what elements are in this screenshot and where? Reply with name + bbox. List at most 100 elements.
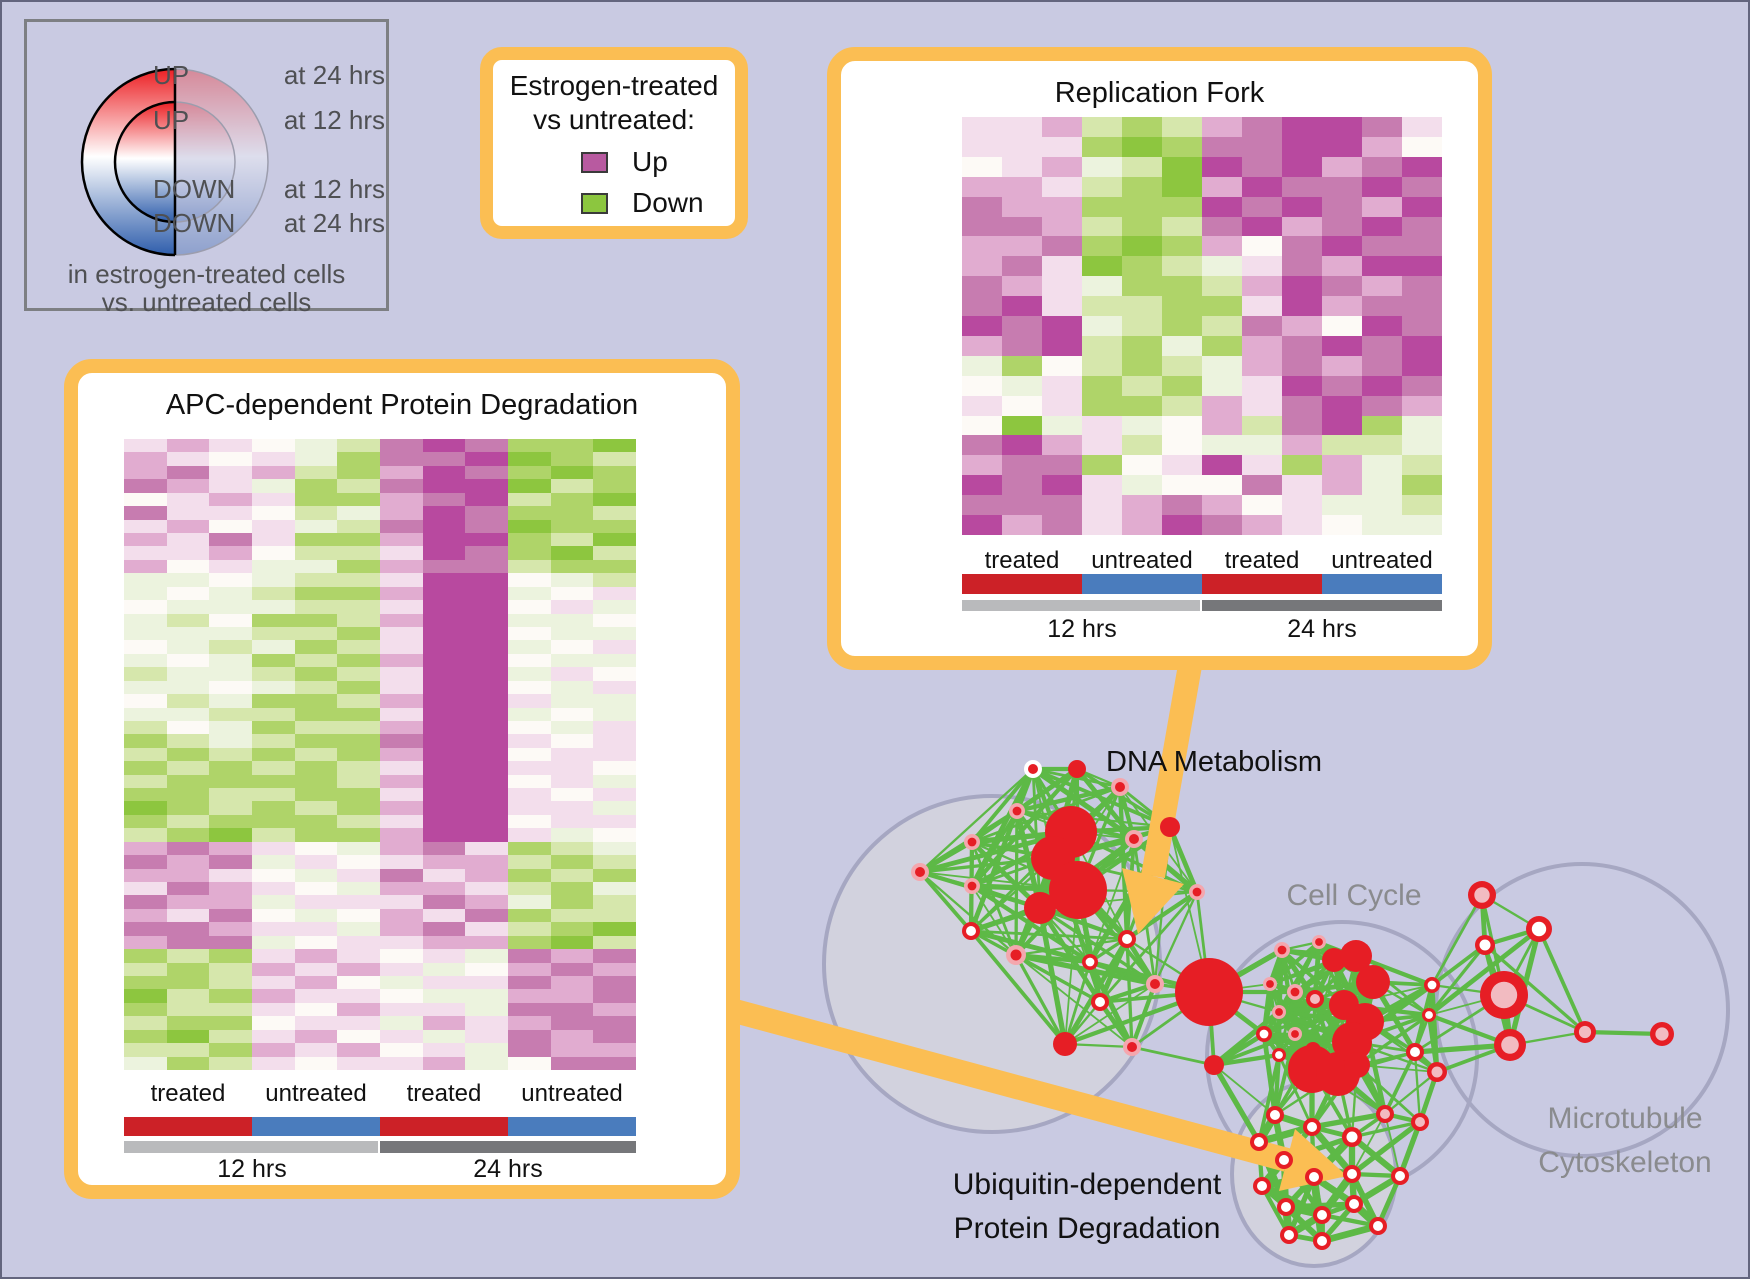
rf-time-bars bbox=[962, 600, 1442, 611]
dna-metabolism-label: DNA Metabolism bbox=[1106, 746, 1322, 778]
estrogen-legend-title-line2: vs untreated: bbox=[533, 104, 695, 135]
gene-node-core bbox=[1115, 782, 1125, 792]
network-edge bbox=[970, 928, 1091, 965]
gene-node-core bbox=[1578, 1025, 1592, 1039]
network-edge bbox=[1309, 1124, 1355, 1177]
apc-untreated-24-label: untreated bbox=[521, 1080, 623, 1107]
legend-up-24-label: UP bbox=[153, 60, 190, 90]
gene-node-core bbox=[1150, 979, 1160, 989]
network-edge bbox=[1285, 1201, 1355, 1210]
gene-node bbox=[1332, 1022, 1372, 1062]
network-edge bbox=[1213, 1052, 1280, 1068]
network-edge bbox=[918, 870, 973, 933]
gene-node-core bbox=[1290, 987, 1300, 997]
estrogen-legend-title-line1: Estrogen-treated bbox=[509, 70, 719, 101]
rf-24hrs-bar bbox=[1202, 600, 1442, 611]
gene-node-core bbox=[1410, 1047, 1420, 1057]
gene-node-core bbox=[1028, 764, 1038, 774]
estrogen-color-legend: Estrogen-treated vs untreated: Up Down bbox=[480, 47, 748, 239]
link-arrow-2 bbox=[716, 995, 1291, 1172]
network-edge bbox=[1383, 1051, 1417, 1115]
gene-node bbox=[1024, 892, 1056, 924]
gene-node bbox=[1340, 940, 1372, 972]
gene-node bbox=[1049, 861, 1107, 919]
gene-node-core bbox=[1474, 887, 1490, 903]
apc-untreated-12-label: untreated bbox=[265, 1080, 367, 1107]
gene-node bbox=[1175, 958, 1243, 1026]
legend-up-12-label: UP bbox=[153, 105, 190, 135]
apc-panel-title: APC-dependent Protein Degradation bbox=[165, 389, 639, 421]
replication-fork-panel: Replication Fork treated untreated treat… bbox=[827, 47, 1492, 670]
apc-treated-24-label: treated bbox=[406, 1080, 482, 1107]
gene-node-core bbox=[1275, 1051, 1283, 1059]
network-edge bbox=[1356, 1064, 1438, 1073]
network-edge bbox=[1117, 786, 1130, 940]
gene-node-core bbox=[1317, 1210, 1327, 1220]
gene-node-core bbox=[1254, 1137, 1264, 1147]
network-edge bbox=[1427, 927, 1541, 1017]
network-edge bbox=[1031, 766, 1136, 842]
network-edge bbox=[1153, 891, 1199, 985]
legend-at-24-label: at 24 hrs bbox=[283, 60, 385, 90]
network-edge bbox=[1351, 1113, 1386, 1175]
gene-node-core bbox=[1127, 1042, 1137, 1052]
gene-node-core bbox=[1373, 1221, 1383, 1231]
apc-24hrs-bar bbox=[380, 1141, 636, 1153]
network-edge bbox=[1015, 954, 1133, 1048]
rf-24hrs-label: 24 hrs bbox=[1287, 615, 1357, 643]
apc-untreated-bar-2 bbox=[508, 1117, 636, 1136]
network-edge bbox=[1384, 1071, 1438, 1115]
gene-node bbox=[1053, 1032, 1077, 1056]
gene-node-core bbox=[1012, 806, 1022, 816]
network-edge bbox=[1430, 943, 1487, 987]
timepoint-legend-box: UP at 24 hrs UP at 12 hrs DOWN at 12 hrs… bbox=[24, 19, 389, 317]
rf-treated-24-label: treated bbox=[1224, 547, 1300, 574]
network-edge bbox=[1375, 1175, 1403, 1227]
apc-degradation-panel: APC-dependent Protein Degradation treate… bbox=[64, 359, 740, 1199]
network-edge bbox=[1257, 1054, 1281, 1143]
gene-node-core bbox=[1281, 1202, 1291, 1212]
network-edge bbox=[1351, 1120, 1421, 1139]
concentric-circles-legend bbox=[80, 67, 269, 257]
legend-down-24-time: at 24 hrs bbox=[283, 208, 385, 238]
rf-treated-bar-2 bbox=[1202, 574, 1322, 594]
network-edge bbox=[1087, 960, 1135, 1049]
network-edge bbox=[1537, 928, 1587, 1033]
rf-12hrs-label: 12 hrs bbox=[1047, 615, 1117, 643]
gene-node-core bbox=[1085, 957, 1095, 967]
network-edge bbox=[1356, 1063, 1421, 1124]
network-edge bbox=[1268, 940, 1321, 986]
network-edge bbox=[970, 929, 1128, 941]
gene-node-core bbox=[967, 837, 977, 847]
network-edge bbox=[968, 810, 1020, 932]
gene-node-core bbox=[1309, 1172, 1319, 1182]
network-edge bbox=[919, 768, 1034, 873]
apc-heatmap bbox=[124, 439, 636, 1070]
network-edge bbox=[1098, 891, 1199, 1003]
gene-node-core bbox=[1122, 934, 1132, 944]
gene-node bbox=[1160, 817, 1180, 837]
gene-node-core bbox=[915, 867, 925, 877]
link-arrowhead-1 bbox=[1122, 868, 1184, 934]
rf-condition-labels: treated untreated treated untreated bbox=[962, 547, 1442, 575]
network-edge bbox=[1063, 961, 1092, 1045]
gene-node-core bbox=[1291, 1030, 1299, 1038]
rf-treated-bar-1 bbox=[962, 574, 1082, 594]
microtubule-cytoskeleton-label: Microtubule Cytoskeleton bbox=[1538, 1102, 1712, 1179]
rf-untreated-bar-1 bbox=[1082, 574, 1202, 594]
legend-footer-line2: vs. untreated cells bbox=[101, 287, 312, 317]
network-edge bbox=[1343, 984, 1433, 1006]
gene-node-core bbox=[1349, 1199, 1359, 1209]
legend-down-12-time: at 12 hrs bbox=[283, 174, 385, 204]
gene-node-core bbox=[1415, 1117, 1425, 1127]
network-edge bbox=[1089, 838, 1135, 963]
up-label: Up bbox=[632, 146, 668, 177]
gene-node-core bbox=[1266, 980, 1274, 988]
gene-node-core bbox=[1531, 921, 1547, 937]
network-edge bbox=[1350, 1134, 1402, 1179]
legend-down-24-label: DOWN bbox=[153, 208, 236, 238]
ubiquitin-degradation-label: Ubiquitin-dependent Protein Degradation bbox=[952, 1168, 1222, 1245]
gene-node-core bbox=[1275, 1008, 1283, 1016]
gene-node-core bbox=[1490, 981, 1518, 1009]
